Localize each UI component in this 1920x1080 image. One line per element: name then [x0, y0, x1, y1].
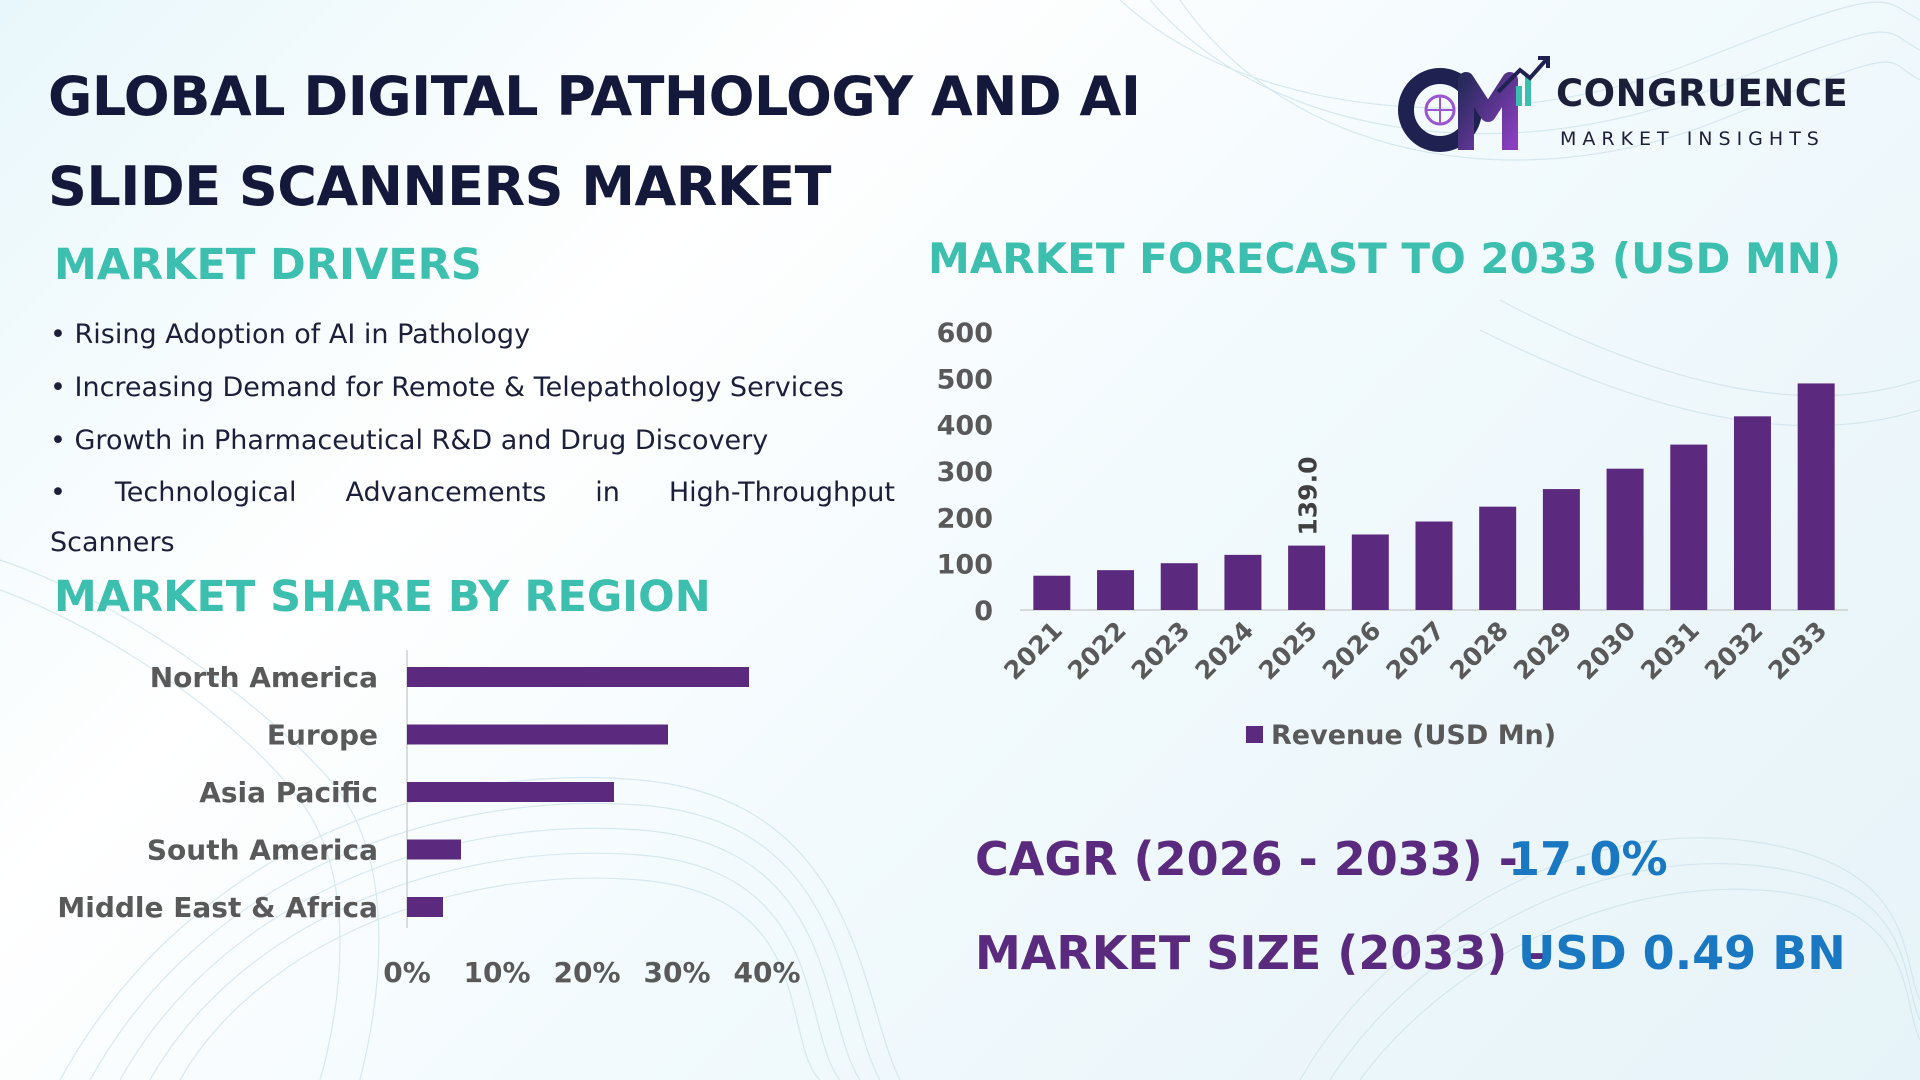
- region-bar: [407, 897, 443, 917]
- y-tick-label: 0: [974, 596, 993, 627]
- revenue-bar: [1288, 545, 1326, 610]
- region-label: Europe: [267, 719, 378, 752]
- region-bar: [407, 667, 749, 687]
- driver-item: • Rising Adoption of AI in Pathology: [50, 319, 531, 350]
- x-tick-label: 40%: [733, 956, 800, 989]
- x-tick-label: 2030: [1572, 616, 1642, 686]
- driver-item-continuation: Scanners: [50, 527, 175, 558]
- x-tick-label: 2022: [1062, 616, 1132, 686]
- y-tick-label: 400: [937, 411, 993, 442]
- revenue-bar: [1415, 521, 1453, 610]
- y-tick-label: 300: [937, 457, 993, 488]
- x-tick-label: 2024: [1189, 616, 1259, 686]
- revenue-bar: [1670, 444, 1708, 610]
- logo-name: CONGRUENCE: [1556, 72, 1849, 115]
- page-title: GLOBAL DIGITAL PATHOLOGY AND AI SLIDE SC…: [48, 52, 1308, 232]
- revenue-bar: [1351, 534, 1389, 610]
- revenue-bar: [1160, 563, 1198, 610]
- logo-tagline: MARKET INSIGHTS: [1560, 128, 1825, 150]
- x-tick-label: 2029: [1508, 616, 1578, 686]
- x-tick-label: 20%: [553, 956, 620, 989]
- region-label: Asia Pacific: [199, 776, 378, 809]
- x-tick-label: 10%: [463, 956, 530, 989]
- drivers-heading: MARKET DRIVERS: [54, 240, 482, 290]
- y-tick-label: 500: [937, 364, 993, 395]
- drivers-list: • Rising Adoption of AI in Pathology • I…: [50, 308, 895, 565]
- title-line-1: GLOBAL DIGITAL PATHOLOGY AND AI: [48, 65, 1141, 128]
- cagr-value: 17.0%: [1508, 832, 1668, 886]
- revenue-bar: [1797, 383, 1835, 610]
- x-tick-label: 2031: [1635, 616, 1705, 686]
- revenue-bar: [1033, 575, 1071, 610]
- revenue-bar: [1479, 506, 1517, 610]
- x-tick-label: 2021: [998, 616, 1068, 686]
- driver-item: • Growth in Pharmaceutical R&D and Drug …: [50, 425, 769, 456]
- revenue-bar: [1733, 416, 1771, 610]
- legend-swatch: [1246, 726, 1263, 743]
- x-tick-label: 0%: [383, 956, 431, 989]
- data-label: 139.0: [1294, 457, 1323, 536]
- forecast-heading: MARKET FORECAST TO 2033 (USD MN): [928, 234, 1842, 283]
- x-tick-label: 2023: [1126, 616, 1196, 686]
- x-tick-label: 2032: [1699, 616, 1769, 686]
- logo-mark-icon: [1398, 56, 1550, 152]
- x-tick-label: 2026: [1317, 616, 1387, 686]
- region-label: Middle East & Africa: [57, 891, 378, 924]
- region-bar: [407, 782, 614, 802]
- brand-logo: CONGRUENCE MARKET INSIGHTS: [1398, 52, 1878, 162]
- y-tick-label: 200: [937, 503, 993, 534]
- region-label: South America: [147, 834, 378, 867]
- x-tick-label: 2027: [1381, 616, 1451, 686]
- driver-item: • Increasing Demand for Remote & Telepat…: [50, 372, 844, 403]
- x-tick-label: 2033: [1763, 616, 1833, 686]
- x-tick-label: 30%: [643, 956, 710, 989]
- region-label: North America: [150, 661, 378, 694]
- y-tick-label: 100: [937, 550, 993, 581]
- y-tick-label: 600: [937, 318, 993, 349]
- revenue-bar: [1542, 489, 1580, 610]
- revenue-bar: [1606, 468, 1644, 610]
- region-heading: MARKET SHARE BY REGION: [54, 572, 711, 622]
- revenue-bar: [1224, 554, 1262, 610]
- region-bar: [407, 839, 461, 860]
- title-line-2: SLIDE SCANNERS MARKET: [48, 155, 831, 218]
- x-tick-label: 2028: [1444, 616, 1514, 686]
- market-size-label: MARKET SIZE (2033) –: [975, 926, 1547, 980]
- driver-item: • Technological Advancements in High-Thr…: [50, 477, 895, 508]
- region-bar: [407, 724, 668, 745]
- cagr-label: CAGR (2026 - 2033) -: [975, 832, 1518, 886]
- x-tick-label: 2025: [1253, 616, 1323, 686]
- revenue-bar: [1097, 570, 1135, 610]
- legend-label: Revenue (USD Mn): [1271, 720, 1556, 751]
- market-size-value: USD 0.49 BN: [1518, 926, 1846, 980]
